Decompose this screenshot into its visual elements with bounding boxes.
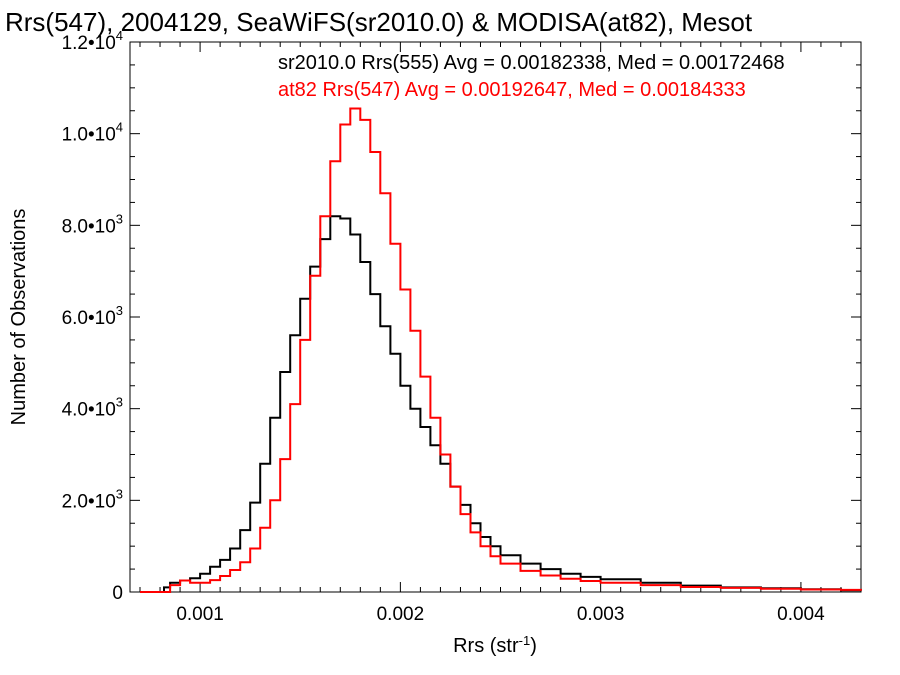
x-axis-label: Rrs (str-1) xyxy=(453,633,537,657)
annotation-red-stats: at82 Rrs(547) Avg = 0.00192647, Med = 0.… xyxy=(278,79,746,101)
y-tick-label: 8.0•103 xyxy=(62,211,123,237)
y-tick-label: 6.0•103 xyxy=(62,303,123,329)
x-tick-label: 0.004 xyxy=(777,604,825,625)
series-line-black xyxy=(140,215,862,593)
chart-title: Rrs(547), 2004129, SeaWiFS(sr2010.0) & M… xyxy=(5,7,753,37)
y-tick-label: 1.2•104 xyxy=(62,28,123,54)
x-axis-label-end: ) xyxy=(530,635,537,657)
y-tick-label: 1.0•104 xyxy=(62,120,123,146)
y-tick-label: 4.0•103 xyxy=(62,395,123,421)
annotation-black-stats: sr2010.0 Rrs(555) Avg = 0.00182338, Med … xyxy=(278,52,785,74)
y-tick-label: 0 xyxy=(112,583,123,604)
plot-frame xyxy=(129,41,862,593)
series-layer xyxy=(140,107,862,593)
y-tick-label: 2.0•103 xyxy=(62,486,123,512)
x-tick-label: 0.002 xyxy=(377,604,425,625)
x-axis-ticks: 0.001 0.002 0.003 0.004 xyxy=(139,42,862,625)
y-axis-label: Number of Observations xyxy=(8,209,30,426)
x-tick-label: 0.003 xyxy=(577,604,625,625)
x-tick-label: 0.001 xyxy=(176,604,224,625)
x-axis-label-superscript: -1 xyxy=(519,633,531,648)
plot-axes xyxy=(129,41,862,593)
x-axis-label-main: Rrs (str xyxy=(453,635,519,657)
y-axis-ticks: 0 2.0•103 4.0•103 6.0•103 8.0•103 1.0•104 1.2•… xyxy=(62,28,861,604)
series-line-red xyxy=(140,107,862,593)
